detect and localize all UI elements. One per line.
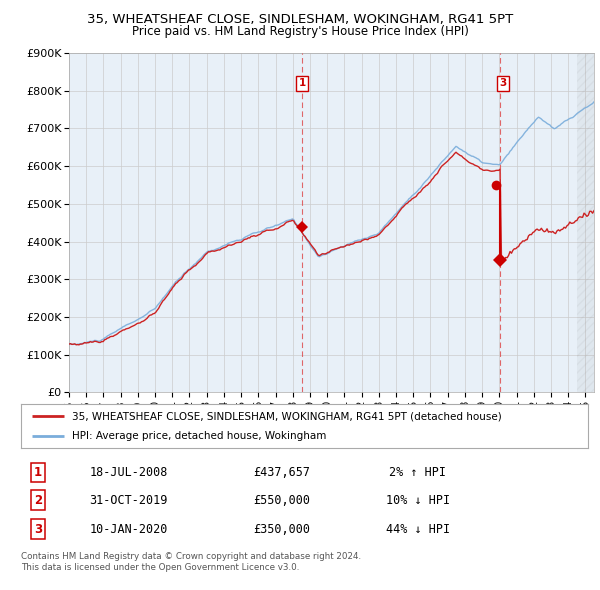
Text: Contains HM Land Registry data © Crown copyright and database right 2024.: Contains HM Land Registry data © Crown c…: [21, 552, 361, 560]
Bar: [577, 53, 594, 392]
Text: 3: 3: [499, 78, 506, 88]
Text: 35, WHEATSHEAF CLOSE, SINDLESHAM, WOKINGHAM, RG41 5PT (detached house): 35, WHEATSHEAF CLOSE, SINDLESHAM, WOKING…: [72, 411, 502, 421]
Text: 1: 1: [298, 78, 305, 88]
Text: 2% ↑ HPI: 2% ↑ HPI: [389, 466, 446, 479]
Text: £437,657: £437,657: [253, 466, 310, 479]
Text: HPI: Average price, detached house, Wokingham: HPI: Average price, detached house, Woki…: [72, 431, 326, 441]
Text: £550,000: £550,000: [253, 493, 310, 507]
Text: 3: 3: [34, 523, 42, 536]
Text: Price paid vs. HM Land Registry's House Price Index (HPI): Price paid vs. HM Land Registry's House …: [131, 25, 469, 38]
Text: 44% ↓ HPI: 44% ↓ HPI: [386, 523, 450, 536]
Text: 18-JUL-2008: 18-JUL-2008: [89, 466, 168, 479]
Text: 10-JAN-2020: 10-JAN-2020: [89, 523, 168, 536]
Text: 31-OCT-2019: 31-OCT-2019: [89, 493, 168, 507]
Text: This data is licensed under the Open Government Licence v3.0.: This data is licensed under the Open Gov…: [21, 563, 299, 572]
Text: 35, WHEATSHEAF CLOSE, SINDLESHAM, WOKINGHAM, RG41 5PT: 35, WHEATSHEAF CLOSE, SINDLESHAM, WOKING…: [87, 13, 513, 26]
Text: 2: 2: [34, 493, 42, 507]
Text: 10% ↓ HPI: 10% ↓ HPI: [386, 493, 450, 507]
Text: £350,000: £350,000: [253, 523, 310, 536]
Text: 1: 1: [34, 466, 42, 479]
